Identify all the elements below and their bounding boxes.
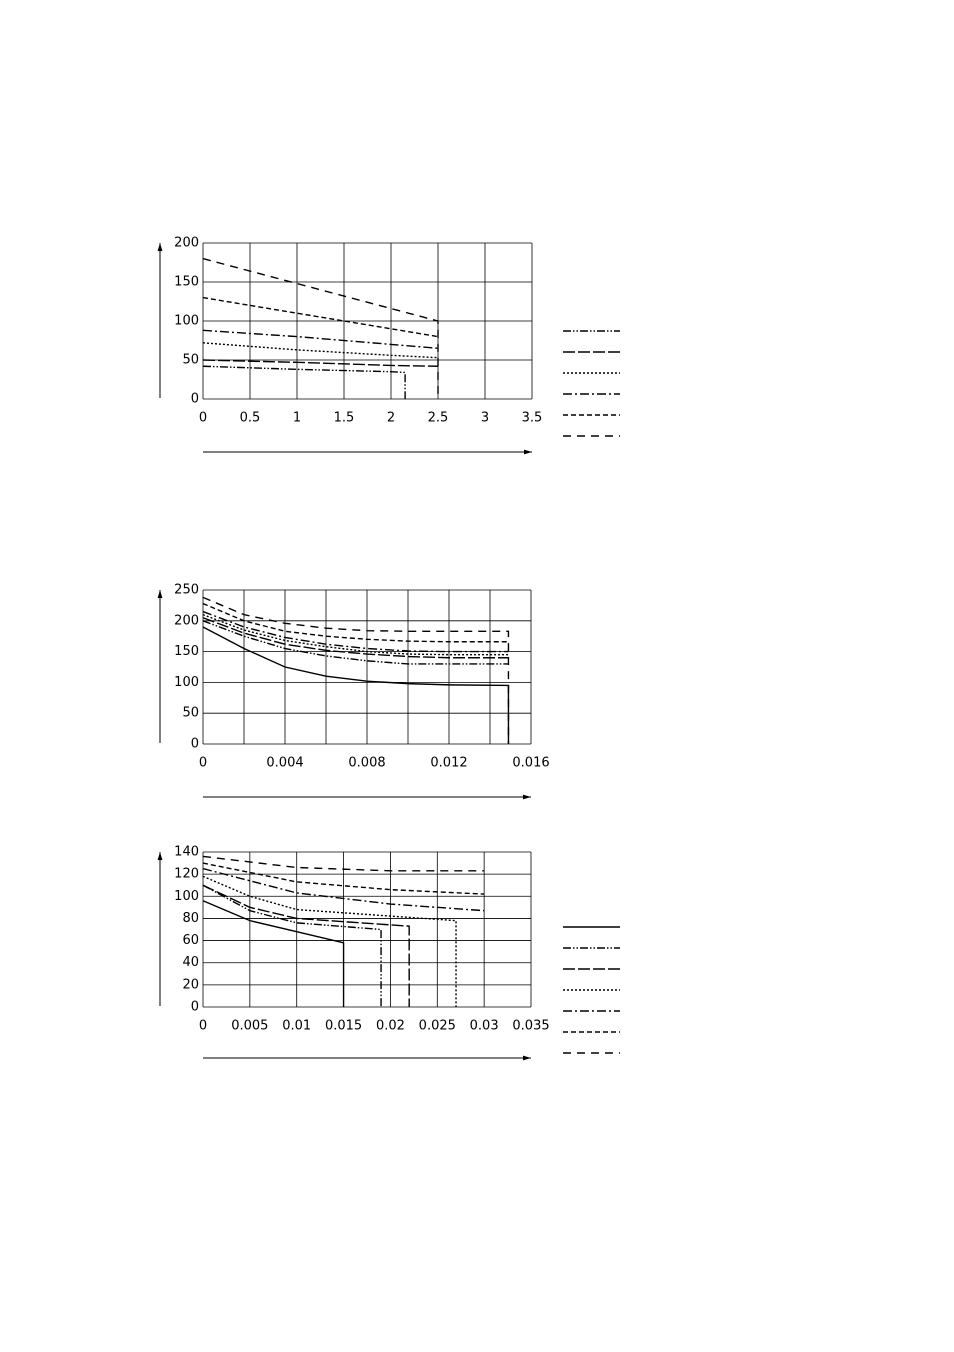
- y-tick-label: 100: [174, 889, 199, 904]
- y-tick-label: 120: [174, 867, 199, 882]
- y-tick-label: 140: [174, 845, 199, 860]
- series-line: [202, 257, 439, 399]
- series-line: [202, 596, 510, 744]
- x-tick-label: 3.5: [522, 411, 543, 426]
- y-tick-label: 20: [182, 977, 199, 992]
- x-tick-label: 0.004: [266, 756, 303, 771]
- y-tick-label: 150: [174, 644, 199, 659]
- x-tick-label: 0.035: [512, 1019, 549, 1034]
- x-tick-label: 0.5: [240, 411, 261, 426]
- x-tick-label: 0.015: [325, 1019, 362, 1034]
- y-tick-label: 0: [191, 392, 199, 407]
- x-tick-label: 2.5: [428, 411, 449, 426]
- series-line: [202, 296, 439, 338]
- y-tick-label: 100: [174, 675, 199, 690]
- y-tick-label: 40: [182, 955, 199, 970]
- x-tick-label: 0.02: [376, 1019, 405, 1034]
- y-tick-label: 200: [174, 613, 199, 628]
- chart: 0 50 100 150 200 250 0 0.004 0.008 0.012 0.016: [157, 583, 550, 800]
- series-line: [202, 342, 439, 359]
- series-line: [202, 359, 439, 367]
- x-tick-label: 0: [199, 411, 207, 426]
- y-tick-label: 50: [182, 353, 199, 368]
- series-line: [202, 884, 382, 1007]
- series-line: [202, 855, 485, 872]
- y-tick-label: 0: [191, 737, 199, 752]
- y-tick-label: 0: [191, 1000, 199, 1015]
- series-line: [202, 620, 509, 665]
- series-line: [202, 602, 509, 643]
- y-tick-label: 200: [174, 236, 199, 251]
- x-tick-label: 3: [481, 411, 489, 426]
- series-line: [202, 613, 509, 656]
- series-line: [202, 365, 406, 399]
- series-line: [202, 862, 485, 895]
- series-line: [202, 329, 439, 349]
- y-tick-label: 60: [182, 933, 199, 948]
- x-tick-label: 0.005: [231, 1019, 268, 1034]
- series-line: [202, 884, 410, 1007]
- x-tick-label: 0.016: [512, 756, 549, 771]
- x-tick-label: 2: [387, 411, 395, 426]
- x-tick-label: 0: [199, 756, 207, 771]
- series-line: [202, 617, 509, 659]
- y-tick-label: 80: [182, 911, 199, 926]
- x-tick-label: 1: [293, 411, 301, 426]
- series-line: [202, 610, 509, 653]
- x-tick-label: 1.5: [334, 411, 355, 426]
- y-tick-label: 100: [174, 314, 199, 329]
- series-line: [202, 875, 457, 1007]
- series-line: [202, 900, 345, 1007]
- series-line: [202, 867, 485, 912]
- x-tick-label: 0.012: [430, 756, 467, 771]
- x-tick-label: 0.025: [419, 1019, 456, 1034]
- y-tick-label: 250: [174, 583, 199, 598]
- x-tick-label: 0.008: [348, 756, 385, 771]
- y-tick-label: 150: [174, 275, 199, 290]
- x-tick-label: 0: [199, 1019, 207, 1034]
- chart: 0 50 100 150 200 0 0.5 1 1.5 2 2.5 3 3.5: [157, 236, 620, 455]
- y-tick-label: 50: [182, 706, 199, 721]
- x-tick-label: 0.01: [282, 1019, 311, 1034]
- series-line: [202, 626, 510, 744]
- x-tick-label: 0.03: [470, 1019, 499, 1034]
- chart: 0 20 40 60 80 100 120 140 0 0.005 0.01 0.015 0.02 0.0…: [157, 845, 620, 1061]
